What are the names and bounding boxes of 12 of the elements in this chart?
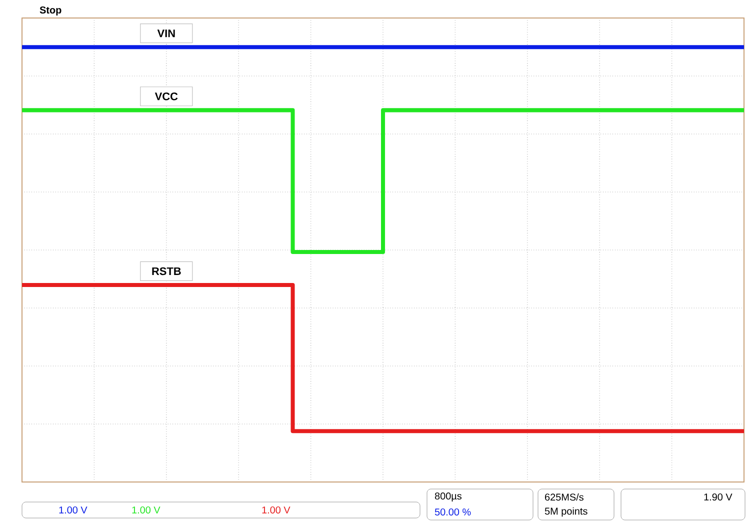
text: 800µs [434,492,462,502]
text: 1.00 V [59,506,88,514]
text: 50.00 % [434,508,471,516]
text: 1.90 V [704,493,732,501]
text: 625MS/s [545,493,584,501]
series-label: RSTB [152,267,181,276]
series-label: VCC [154,92,178,100]
text: 1.00 V [132,506,160,514]
text: Stop [40,6,62,16]
series-label: VIN [157,30,175,38]
text: 1.00 V [262,506,290,514]
text: 5M points [544,507,588,517]
